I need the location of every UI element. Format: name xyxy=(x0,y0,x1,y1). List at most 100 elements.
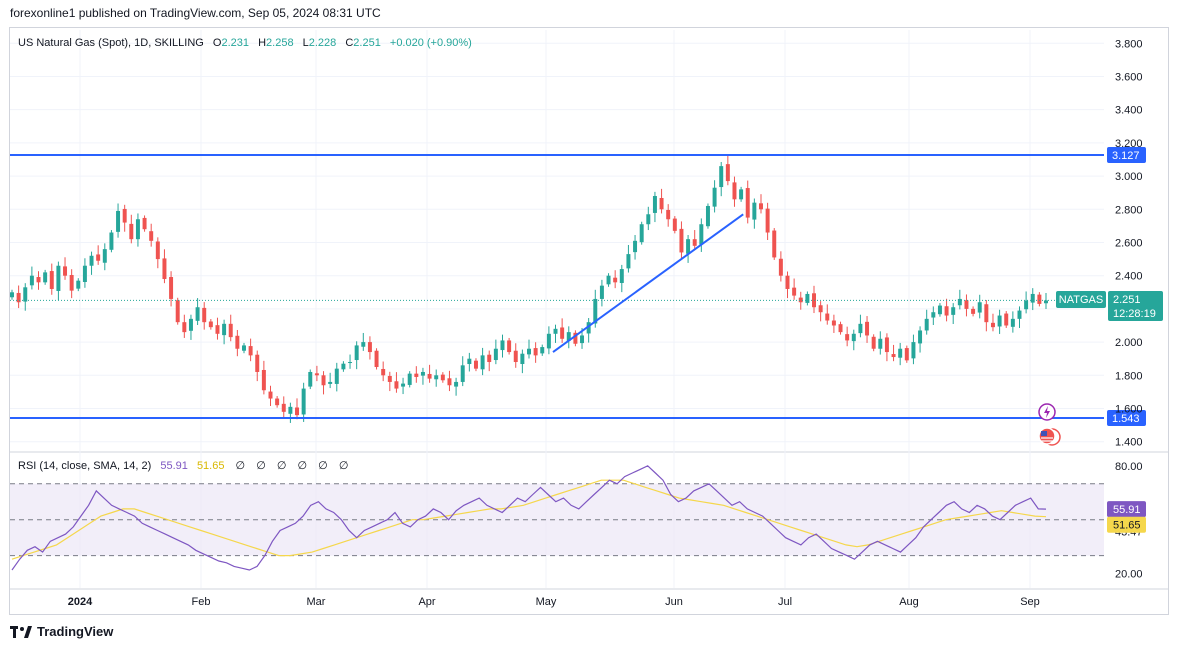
candle-body xyxy=(865,321,870,336)
candle-body xyxy=(381,368,386,376)
badge-symbol: NATGAS xyxy=(1059,294,1103,306)
candle-body xyxy=(1037,294,1042,304)
candle-body xyxy=(361,342,366,347)
candle-body xyxy=(652,196,657,213)
price-axis[interactable]: 3.800 3.600 3.400 3.200 3.000 2.800 2.600 2.400… xyxy=(1115,38,1143,448)
footer[interactable]: TradingView xyxy=(10,624,113,639)
candle-body xyxy=(626,254,631,269)
candle-body xyxy=(420,371,425,376)
candle-body xyxy=(188,318,193,331)
legend-h-value: 2.258 xyxy=(266,37,294,49)
trendline xyxy=(552,213,744,353)
candle-body xyxy=(175,300,180,323)
candle-body xyxy=(712,187,717,207)
time-tick-label: Aug xyxy=(899,596,919,608)
candle-body xyxy=(109,232,114,250)
candle-body xyxy=(871,336,876,349)
candle-body xyxy=(288,406,293,414)
candle-body xyxy=(739,189,744,200)
candle-body xyxy=(593,298,598,324)
candle-body xyxy=(858,323,863,334)
candle-body xyxy=(1004,313,1009,326)
candle-body xyxy=(719,166,724,188)
candle-body xyxy=(659,198,664,210)
candle-body xyxy=(129,223,134,240)
candle-body xyxy=(971,308,976,314)
candle-body xyxy=(805,293,810,303)
candle-body xyxy=(527,348,531,355)
candle-body xyxy=(646,214,651,225)
candle-body xyxy=(838,324,843,333)
badge-price: 2.251 xyxy=(1113,294,1141,306)
time-tick-label: May xyxy=(536,596,557,608)
candle-body xyxy=(96,254,101,261)
candle-body xyxy=(891,354,896,358)
time-tick-label: Feb xyxy=(192,596,211,608)
candle-body xyxy=(89,255,94,266)
candle-body xyxy=(666,209,671,220)
candle-body xyxy=(43,272,48,283)
candle-body xyxy=(487,354,492,363)
candle-body xyxy=(831,320,836,326)
candle-body xyxy=(692,239,697,246)
candle-body xyxy=(705,205,710,227)
candle-body xyxy=(613,277,618,283)
candle-body xyxy=(924,318,929,331)
rsi-legend-sma-value: 51.65 xyxy=(197,460,225,472)
price-badge[interactable]: NATGAS 2.251 12:28:19 xyxy=(1056,291,1163,321)
candle-body xyxy=(990,322,995,328)
price-tick-label: 1.600 xyxy=(1115,403,1143,415)
candle-body xyxy=(480,355,485,370)
candle-body xyxy=(328,381,333,384)
candle-body xyxy=(222,323,227,336)
candle-body xyxy=(520,353,525,365)
rsi-legend-row: RSI (14, close, SMA, 14, 2) 55.91 51.65 … xyxy=(18,460,348,472)
candle-body xyxy=(765,208,770,233)
rsi-value-badge: 55.91 xyxy=(1113,504,1141,516)
price-tick-label: 3.800 xyxy=(1115,38,1143,50)
rsi-legend-extra-1: ∅ xyxy=(236,460,246,472)
candle-body xyxy=(898,348,903,358)
candle-body xyxy=(394,381,399,389)
candle-body xyxy=(500,340,505,351)
candle-body xyxy=(401,383,406,387)
candle-body xyxy=(414,373,419,377)
trendline-group[interactable] xyxy=(552,213,744,353)
candle-body xyxy=(1044,300,1048,304)
us-flag-icon[interactable] xyxy=(1038,427,1061,446)
horizontal-line-label: 1.543 xyxy=(1112,413,1140,425)
chart-frame[interactable] xyxy=(9,27,1169,615)
rsi-legend-label: RSI (14, close, SMA, 14, 2) xyxy=(18,460,151,472)
candle-body xyxy=(341,363,346,370)
candle-body xyxy=(566,332,571,341)
rsi-tick-label: 80.00 xyxy=(1115,461,1143,473)
candle-body xyxy=(162,258,167,280)
legend-l-value: 2.228 xyxy=(309,37,337,49)
candle-body xyxy=(951,307,956,315)
candle-body xyxy=(586,322,591,334)
lightning-icon[interactable] xyxy=(1038,403,1056,421)
candle-body xyxy=(944,306,949,316)
candle-body xyxy=(407,373,412,385)
candle-body xyxy=(1010,318,1015,327)
candle-body xyxy=(354,345,359,361)
candle-body xyxy=(937,305,942,315)
candle-body xyxy=(334,368,339,384)
candle-body xyxy=(533,348,538,356)
time-tick-label: Jun xyxy=(665,596,683,608)
badge-symbol-bg xyxy=(1056,291,1106,308)
candle-body xyxy=(295,407,300,416)
horizontal-line-label-bg xyxy=(1107,147,1146,164)
candle-body xyxy=(798,297,803,303)
legend-h-label: H xyxy=(258,37,266,49)
candle-body xyxy=(778,258,783,276)
candle-body xyxy=(29,275,34,286)
candle-body xyxy=(580,335,585,344)
candle-body xyxy=(82,265,87,282)
horizontal-lines[interactable]: 3.127 1.543 xyxy=(10,147,1146,426)
time-axis[interactable]: 2024 Feb Mar Apr May Jun Jul Aug Sep xyxy=(68,596,1040,608)
rsi-tick-label: 20.00 xyxy=(1115,569,1143,581)
candle-body xyxy=(513,350,518,363)
